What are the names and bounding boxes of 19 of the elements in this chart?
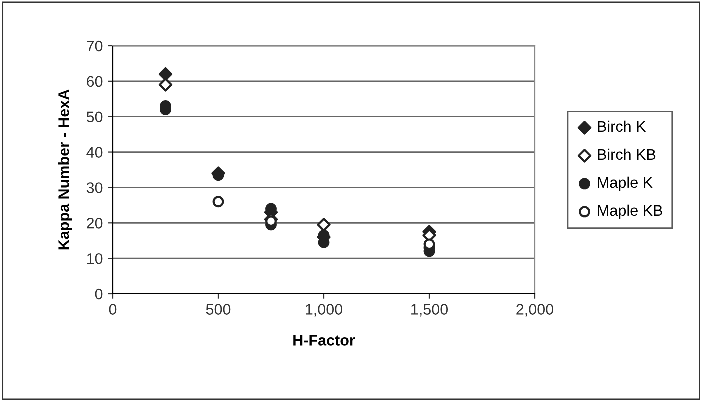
y-tick-label: 10 xyxy=(87,253,103,264)
y-tick-label: 50 xyxy=(86,112,103,123)
y-tick-label: 20 xyxy=(87,218,103,229)
y-tick-label: 30 xyxy=(86,182,103,194)
x-tick-label: 500 xyxy=(206,304,231,315)
y-tick-label: 60 xyxy=(87,76,103,88)
legend-label: Maple KB xyxy=(598,204,662,220)
x-axis-title: H-Factor xyxy=(294,335,356,346)
legend-label: Maple K xyxy=(598,176,653,192)
x-tick-label: 1,000 xyxy=(306,304,343,317)
legend-label: Birch K xyxy=(598,120,646,132)
x-tick-label: 2,000 xyxy=(516,304,554,317)
y-tick-label: 40 xyxy=(86,147,103,158)
y-axis-title: Kappa Number - HexA xyxy=(58,90,72,250)
y-tick-label: 70 xyxy=(87,40,103,52)
legend-label: Birch KB xyxy=(598,148,656,160)
x-tick-label: 1,500 xyxy=(412,304,448,317)
y-tick-label: 0 xyxy=(95,288,103,300)
x-tick-label: 0 xyxy=(109,304,117,315)
